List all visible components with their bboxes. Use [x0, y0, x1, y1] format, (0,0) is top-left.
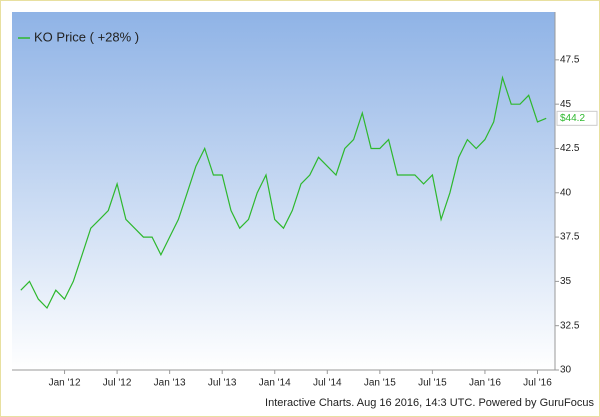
y-tick-label: 40 [560, 187, 572, 198]
x-tick-label: Jan '13 [154, 378, 186, 389]
x-tick-label: Jul '13 [208, 378, 237, 389]
x-tick-label: Jul '14 [313, 378, 342, 389]
price-tag-bg [556, 110, 598, 126]
x-tick-label: Jan '12 [49, 378, 81, 389]
price-tag: $44.2 [560, 113, 585, 124]
x-tick-label: Jul '12 [103, 378, 132, 389]
x-tick-label: Jan '15 [364, 378, 396, 389]
y-tick-label: 35 [560, 276, 572, 287]
x-tick-label: Jan '16 [469, 378, 501, 389]
y-tick-label: 30 [560, 365, 572, 376]
y-tick-label: 32.5 [560, 320, 580, 331]
y-tick-label: 42.5 [560, 143, 580, 154]
price-line [20, 75, 547, 310]
x-tick-label: Jul '16 [523, 378, 552, 389]
y-tick-label: 45 [560, 99, 572, 110]
x-tick-label: Jan '14 [259, 378, 291, 389]
x-tick-label: Jul '15 [418, 378, 447, 389]
legend-label: KO Price ( +28% ) [34, 29, 139, 44]
y-tick-label: 37.5 [560, 232, 580, 243]
footer: Interactive Charts. Aug 16 2016, 14:3 UT… [265, 397, 594, 409]
plot-area [12, 12, 555, 370]
y-tick-label: 47.5 [560, 54, 580, 65]
